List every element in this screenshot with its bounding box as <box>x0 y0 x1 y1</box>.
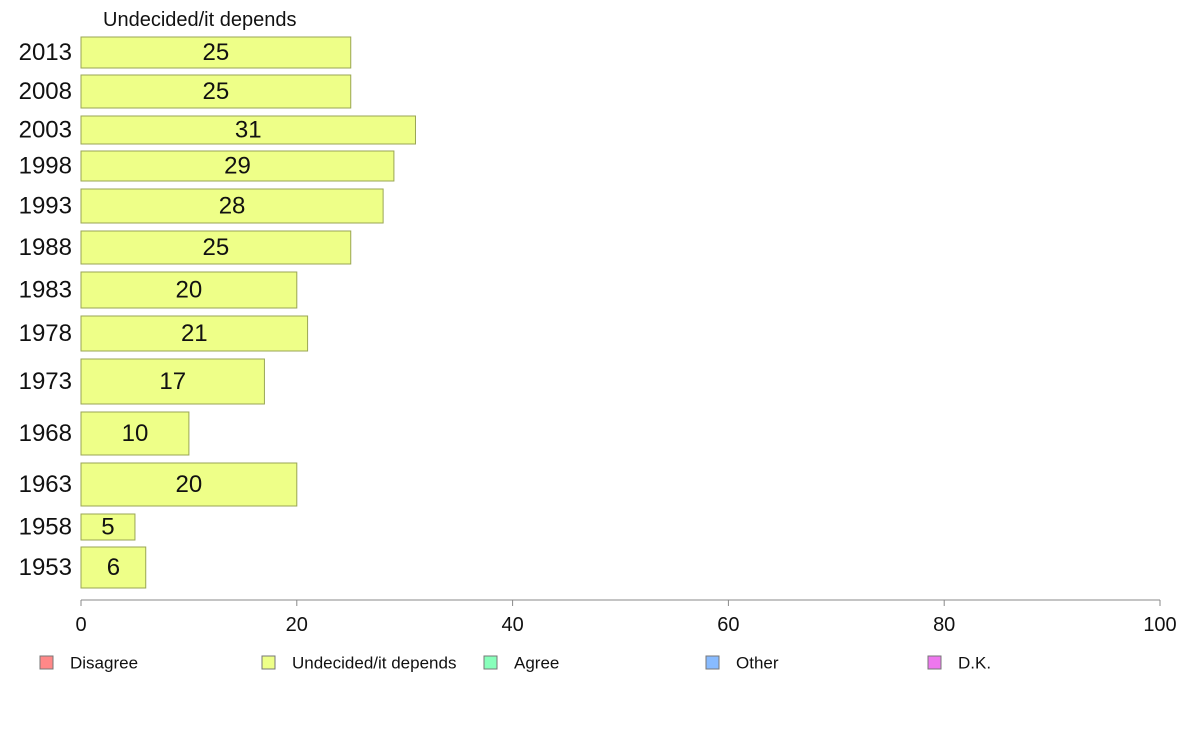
bar-1958 <box>80 513 136 541</box>
category-label-1973: 1973 <box>19 368 72 395</box>
legend-swatch-1 <box>261 655 276 670</box>
legend-swatch-3 <box>705 655 720 670</box>
bar-value-2008: 25 <box>203 78 230 105</box>
bar-value-1973: 17 <box>159 368 186 395</box>
bar-value-1958: 5 <box>101 514 114 541</box>
legend-swatch-4 <box>927 655 942 670</box>
category-label-1998: 1998 <box>19 153 72 180</box>
x-tick-label-100: 100 <box>1143 614 1176 636</box>
legend: Disagree Undecided/it depends Agree Other D.… <box>39 654 991 673</box>
bar-value-1963: 20 <box>176 471 203 498</box>
legend-swatch-2 <box>483 655 498 670</box>
bar-1968 <box>80 411 190 456</box>
legend-label-1: Undecided/it depends <box>292 654 456 673</box>
bar-1983 <box>80 271 298 309</box>
category-label-2008: 2008 <box>19 78 72 105</box>
category-label-1968: 1968 <box>19 420 72 447</box>
category-label-1993: 1993 <box>19 193 72 220</box>
legend-swatch-0 <box>39 655 54 670</box>
bar-value-1983: 20 <box>176 277 203 304</box>
bar-2013 <box>80 36 352 69</box>
x-tick-label-0: 0 <box>75 614 86 636</box>
bar-value-1993: 28 <box>219 193 246 220</box>
legend-label-2: Agree <box>514 654 559 673</box>
x-tick-label-60: 60 <box>717 614 739 636</box>
x-axis: 0 20 40 60 80 100 <box>75 599 1177 636</box>
category-label-1958: 1958 <box>19 514 72 541</box>
bar-1988 <box>80 230 352 265</box>
bar-value-1988: 25 <box>203 234 230 261</box>
bar-2008 <box>80 74 352 109</box>
category-label-2003: 2003 <box>19 117 72 144</box>
category-label-1978: 1978 <box>19 320 72 347</box>
category-label-1983: 1983 <box>19 277 72 304</box>
bars: 25 2013 25 2008 31 2003 29 1998 28 1993 25 1988 20 19… <box>19 36 416 589</box>
bar-1973 <box>80 358 265 405</box>
legend-label-4: D.K. <box>958 654 991 673</box>
chart-title: Undecided/it depends <box>103 9 296 31</box>
legend-label-3: Other <box>736 654 779 673</box>
bar-value-2003: 31 <box>235 117 262 144</box>
category-label-1963: 1963 <box>19 471 72 498</box>
x-tick-label-40: 40 <box>501 614 523 636</box>
bar-2003 <box>80 115 416 145</box>
bar-value-2013: 25 <box>203 39 230 66</box>
bar-value-1978: 21 <box>181 320 208 347</box>
bar-1993 <box>80 188 384 224</box>
bar-1953 <box>80 546 147 589</box>
category-label-1953: 1953 <box>19 554 72 581</box>
category-label-1988: 1988 <box>19 234 72 261</box>
bar-value-1953: 6 <box>107 554 120 581</box>
bar-1978 <box>80 315 309 352</box>
x-tick-label-20: 20 <box>286 614 308 636</box>
bar-value-1968: 10 <box>122 420 149 447</box>
bar-1963 <box>80 462 298 507</box>
bar-value-1998: 29 <box>224 153 251 180</box>
bar-1998 <box>80 150 395 182</box>
category-label-2013: 2013 <box>19 39 72 66</box>
x-tick-label-80: 80 <box>933 614 955 636</box>
legend-label-0: Disagree <box>70 654 138 673</box>
